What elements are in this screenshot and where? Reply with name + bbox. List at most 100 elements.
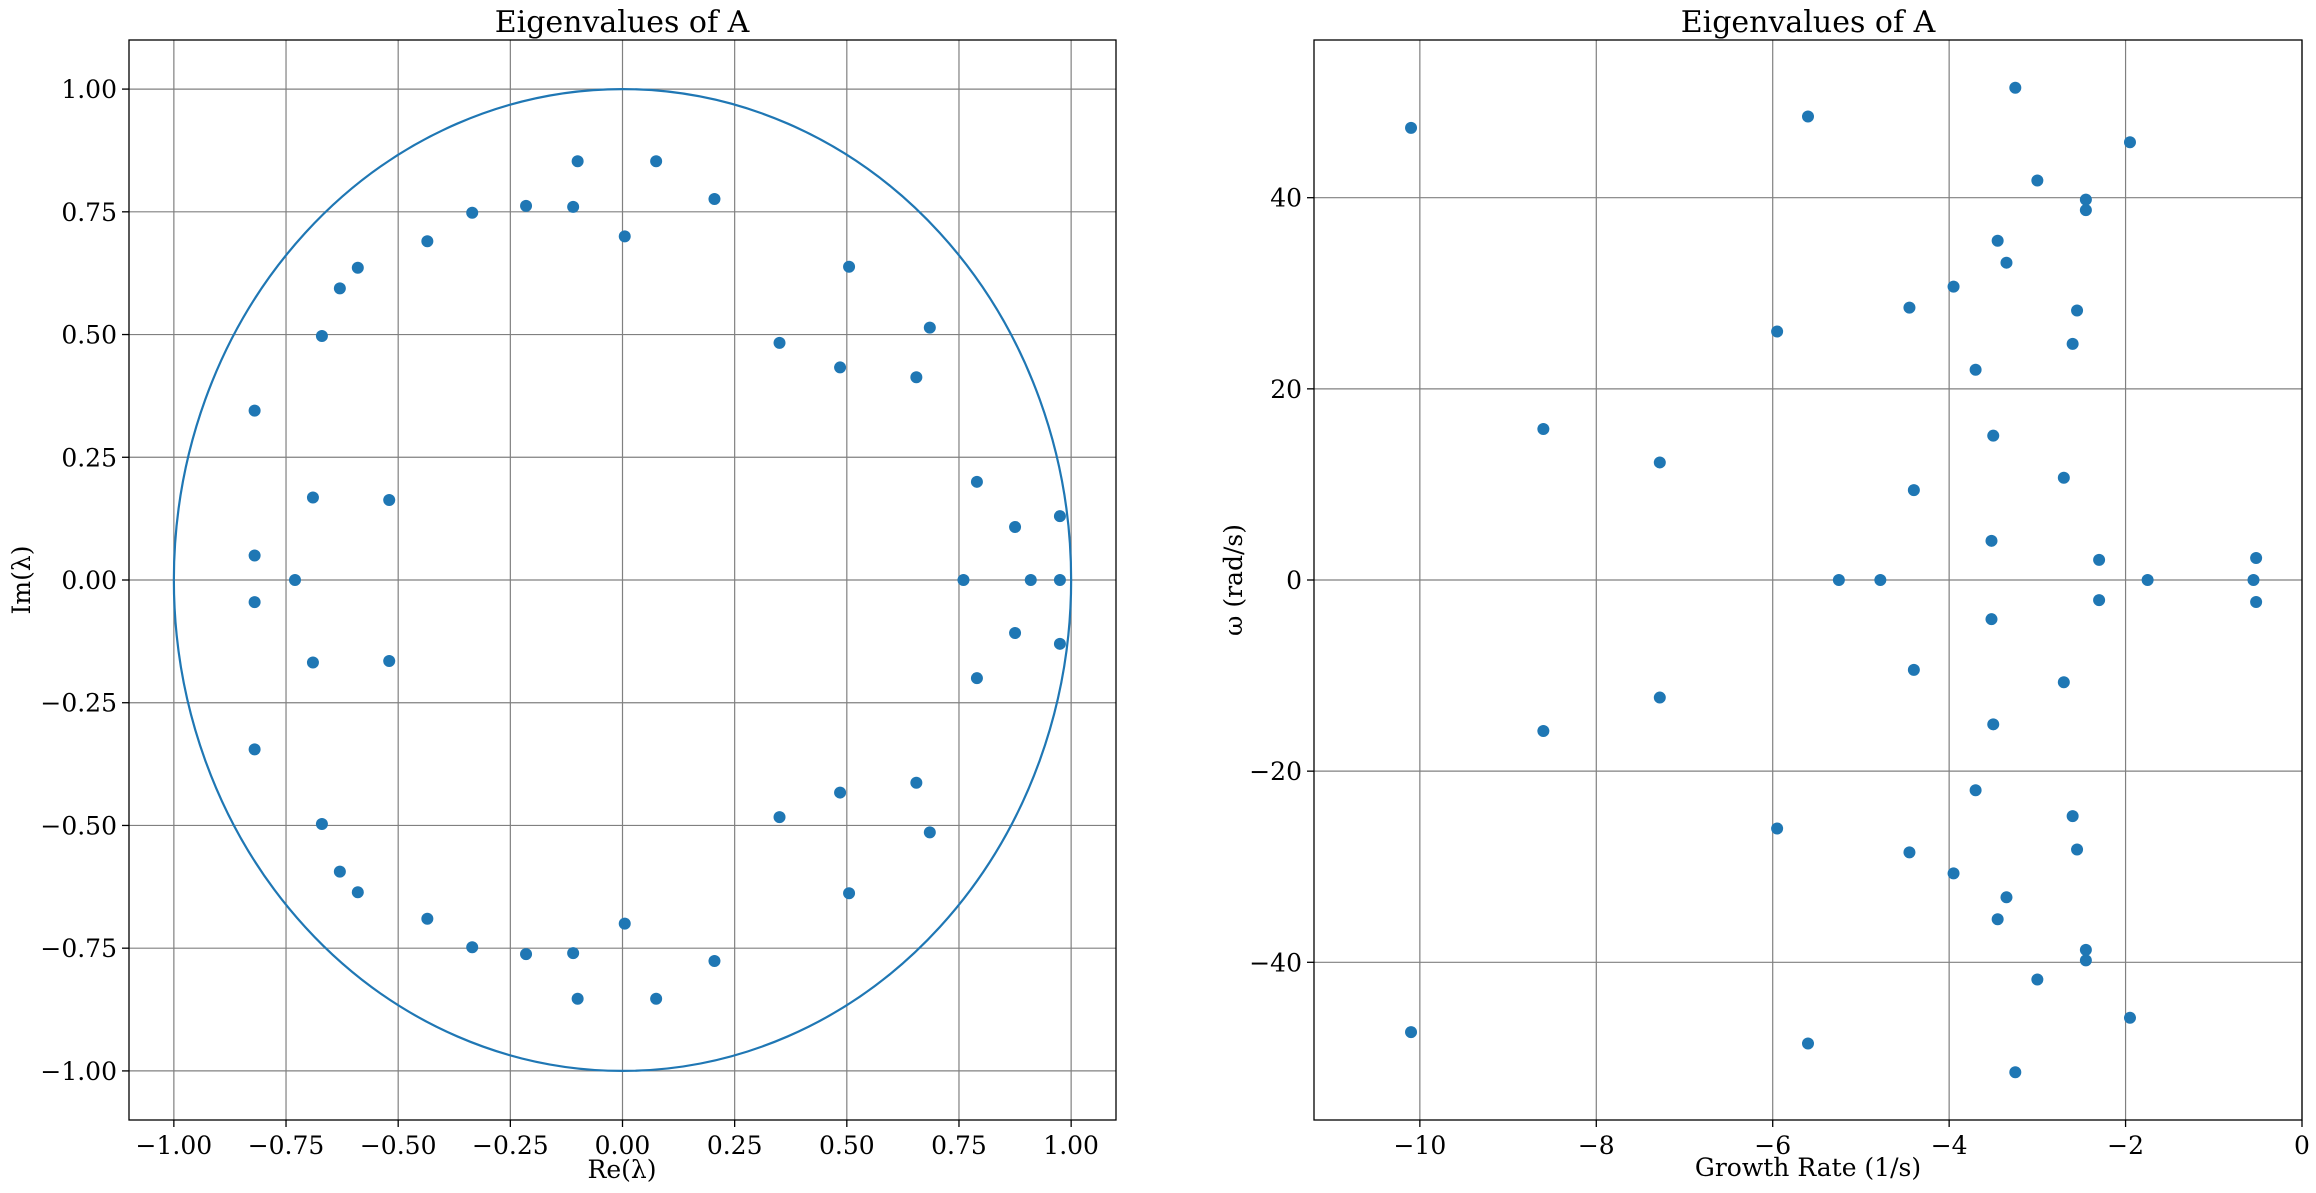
right-eigenvalue-point	[1405, 121, 1418, 134]
left-eigenvalue-point	[708, 193, 721, 206]
right-eigenvalue-point	[2093, 553, 2106, 566]
left-eigenvalue-point	[923, 826, 936, 839]
left-eigenvalue-point	[618, 230, 631, 243]
right-eigenvalue-point	[2000, 256, 2013, 269]
right-x-tick-label: −2	[2107, 1131, 2144, 1160]
right-eigenvalue-point	[2031, 174, 2044, 187]
right-eigenvalue-point	[1907, 484, 1920, 497]
right-eigenvalue-point	[1947, 280, 1960, 293]
right-y-tick-label: −40	[1249, 948, 1302, 977]
right-eigenvalue-point	[1653, 456, 1666, 469]
right-eigenvalue-point	[1903, 846, 1916, 859]
right-x-tick-label: −10	[1393, 1131, 1446, 1160]
left-eigenvalue-point	[843, 887, 856, 900]
right-eigenvalue-point	[1653, 691, 1666, 704]
right-eigenvalue-point	[2141, 574, 2154, 586]
right-y-tick-label: 40	[1270, 184, 1302, 213]
left-eigenvalue-point	[248, 743, 261, 756]
left-eigenvalue-point	[306, 656, 319, 669]
left-eigenvalue-point	[248, 404, 261, 417]
right-eigenvalue-point	[2057, 676, 2070, 689]
right-eigenvalue-point	[1537, 422, 1550, 435]
right-eigenvalue-point	[1907, 663, 1920, 676]
left-eigenvalue-point	[910, 371, 923, 384]
right-eigenvalue-point	[1405, 1026, 1418, 1039]
right-eigenvalue-point	[2250, 552, 2263, 565]
right-eigenvalue-point	[1947, 867, 1960, 880]
left-eigenvalue-point	[1053, 574, 1066, 586]
right-plot-title: Eigenvalues of A	[1681, 5, 1936, 40]
right-x-tick-label: −4	[1931, 1131, 1968, 1160]
left-x-tick-label: −1.00	[136, 1131, 213, 1160]
left-eigenvalue-point	[1053, 637, 1066, 650]
right-eigenvalue-point	[2123, 136, 2136, 149]
right-eigenvalue-point	[1969, 363, 1982, 376]
right-x-tick-label: −6	[1754, 1131, 1791, 1160]
left-eigenvalue-point	[834, 786, 847, 799]
left-y-tick-label: 0.50	[61, 321, 117, 350]
left-y-tick-label: −0.25	[40, 689, 117, 718]
left-eigenvalue-point	[383, 655, 396, 667]
left-eigenvalue-point	[708, 954, 721, 967]
right-eigenvalue-point	[1771, 822, 1784, 835]
left-x-tick-label: −0.75	[248, 1131, 325, 1160]
left-y-tick-label: −1.00	[40, 1057, 117, 1086]
right-eigenvalue-point	[1985, 613, 1998, 626]
left-y-tick-label: −0.50	[40, 811, 117, 840]
left-eigenvalue-point	[773, 811, 786, 824]
right-eigenvalue-point	[2247, 574, 2260, 586]
right-eigenvalue-point	[2031, 973, 2044, 986]
left-eigenvalue-point	[421, 912, 434, 925]
left-eigenvalue-point	[306, 491, 319, 504]
right-y-tick-label: −20	[1249, 757, 1302, 786]
left-eigenvalue-point	[248, 549, 261, 562]
left-eigenvalue-point	[333, 282, 346, 295]
right-y-tick-label: 20	[1270, 375, 1302, 404]
left-plot-frame	[128, 39, 1117, 1121]
eigenvalue-growth-rate-plot: Eigenvalues of A −10 −8 −6 −4 −2 040200−20−40…	[1219, 5, 2310, 1182]
right-eigenvalue-point	[1969, 784, 1982, 797]
right-x-tick-label: −8	[1578, 1131, 1615, 1160]
left-eigenvalue-point	[834, 361, 847, 374]
right-x-axis-label: Growth Rate (1/s)	[1695, 1153, 1921, 1182]
right-eigenvalue-point	[2079, 193, 2092, 206]
left-eigenvalue-point	[571, 155, 584, 168]
left-eigenvalue-point	[571, 992, 584, 1005]
right-plot-frame	[1313, 39, 2303, 1121]
right-eigenvalue-point	[2009, 81, 2022, 94]
left-eigenvalue-point	[650, 992, 663, 1005]
eigenvalue-unit-circle-plot: Eigenvalues of A −1.00 −0.75 −0.50 −0.25 0.0…	[7, 5, 1117, 1184]
left-x-tick-label: 1.00	[1043, 1131, 1099, 1160]
right-eigenvalue-point	[2009, 1066, 2022, 1079]
left-eigenvalue-point	[1053, 510, 1066, 523]
left-eigenvalue-point	[970, 672, 983, 685]
left-y-axis-label: Im(λ)	[7, 546, 36, 615]
left-unit-circle	[172, 87, 1073, 1073]
right-eigenvalue-point	[2093, 594, 2106, 607]
right-eigenvalue-point	[2250, 595, 2263, 608]
left-x-tick-label: −0.50	[360, 1131, 437, 1160]
right-eigenvalue-point	[1832, 574, 1845, 586]
left-y-tick-label: −0.75	[40, 934, 117, 963]
left-eigenvalue-point	[843, 260, 856, 273]
left-eigenvalue-point	[650, 155, 663, 168]
left-eigenvalue-point	[351, 261, 364, 274]
right-eigenvalue-point	[2066, 810, 2079, 823]
right-y-axis-label: ω (rad/s)	[1219, 524, 1248, 636]
left-y-tick-label: 0.00	[61, 566, 117, 595]
right-x-tick-label: 0	[2294, 1131, 2310, 1160]
left-eigenvalue-point	[315, 330, 328, 343]
left-eigenvalue-point	[1009, 627, 1022, 640]
right-eigenvalue-point	[2066, 337, 2079, 350]
left-eigenvalue-point	[288, 574, 301, 586]
left-eigenvalue-point	[923, 321, 936, 334]
left-eigenvalue-point	[1024, 574, 1037, 586]
left-eigenvalue-point	[333, 865, 346, 878]
left-plot-title: Eigenvalues of A	[495, 5, 750, 40]
left-eigenvalue-point	[910, 776, 923, 789]
right-eigenvalue-point	[1985, 534, 1998, 547]
right-eigenvalue-point	[1987, 429, 2000, 442]
right-eigenvalue-point	[2071, 843, 2084, 856]
right-eigenvalue-point	[1802, 110, 1814, 123]
